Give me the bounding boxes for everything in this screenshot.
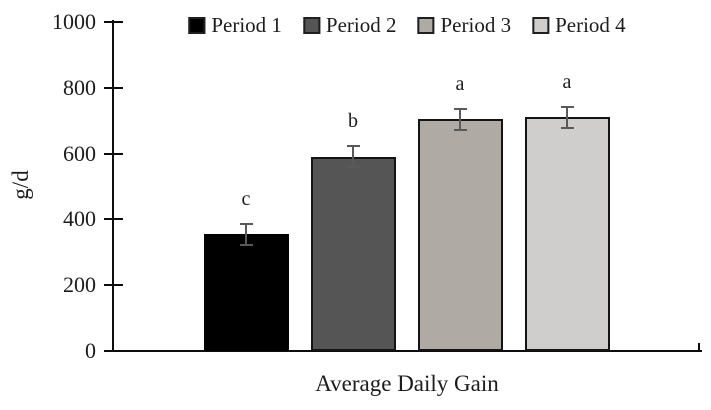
bar-period-3 bbox=[417, 119, 503, 351]
y-tick-label: 0 bbox=[85, 338, 96, 363]
error-bar-bottom-cap bbox=[346, 166, 360, 169]
x-axis-title: Average Daily Gain bbox=[315, 371, 499, 396]
y-tick-label: 800 bbox=[63, 74, 96, 100]
y-tick-label: 600 bbox=[63, 140, 96, 166]
y-tick-label: 1000 bbox=[52, 9, 96, 34]
y-tick-mark bbox=[104, 218, 123, 221]
bar-period-4 bbox=[524, 117, 610, 351]
error-bar-top-cap bbox=[239, 222, 253, 225]
error-bar-bottom-cap bbox=[239, 243, 253, 246]
y-tick-label: 200 bbox=[63, 272, 96, 298]
significance-letter: b bbox=[348, 110, 358, 133]
error-bar-line bbox=[352, 146, 354, 168]
y-tick-label: 400 bbox=[63, 206, 96, 232]
error-bar-top-cap bbox=[346, 145, 360, 148]
bar-period-2 bbox=[310, 156, 396, 351]
error-bar-bottom-cap bbox=[453, 128, 467, 131]
x-axis-end-tick bbox=[698, 343, 700, 352]
significance-letter: c bbox=[241, 187, 251, 210]
legend-swatch-icon bbox=[188, 16, 206, 34]
y-axis-line bbox=[112, 20, 114, 352]
error-bar-top-cap bbox=[560, 106, 574, 109]
legend-swatch-icon bbox=[532, 16, 550, 34]
significance-letter: a bbox=[455, 72, 465, 95]
legend-label: Period 3 bbox=[440, 13, 512, 37]
y-tick-mark bbox=[104, 86, 123, 89]
error-bar-line bbox=[566, 107, 568, 128]
error-bar-bottom-cap bbox=[560, 126, 574, 129]
y-tick-mark bbox=[104, 350, 123, 352]
y-tick-mark bbox=[104, 21, 123, 23]
legend-item-period-2: Period 2 bbox=[302, 13, 397, 37]
error-bar-line bbox=[245, 223, 247, 245]
legend-item-period-1: Period 1 bbox=[188, 13, 282, 37]
y-tick-mark bbox=[104, 284, 123, 287]
legend-label: Period 2 bbox=[325, 13, 397, 37]
x-axis-line bbox=[112, 350, 702, 352]
bar-period-1 bbox=[203, 234, 289, 351]
y-axis-title: g/d bbox=[8, 170, 33, 200]
legend-label: Period 4 bbox=[555, 13, 626, 37]
error-bar-line bbox=[459, 108, 461, 130]
legend-swatch-icon bbox=[302, 16, 320, 34]
legend-item-period-4: Period 4 bbox=[532, 13, 626, 37]
error-bar-top-cap bbox=[453, 107, 467, 110]
legend: Period 1 Period 2 Period 3 Period 4 bbox=[188, 13, 626, 37]
legend-item-period-3: Period 3 bbox=[417, 13, 512, 37]
significance-letter: a bbox=[562, 71, 572, 94]
legend-swatch-icon bbox=[417, 16, 435, 34]
y-tick-mark bbox=[104, 152, 123, 155]
legend-label: Period 1 bbox=[211, 13, 282, 37]
